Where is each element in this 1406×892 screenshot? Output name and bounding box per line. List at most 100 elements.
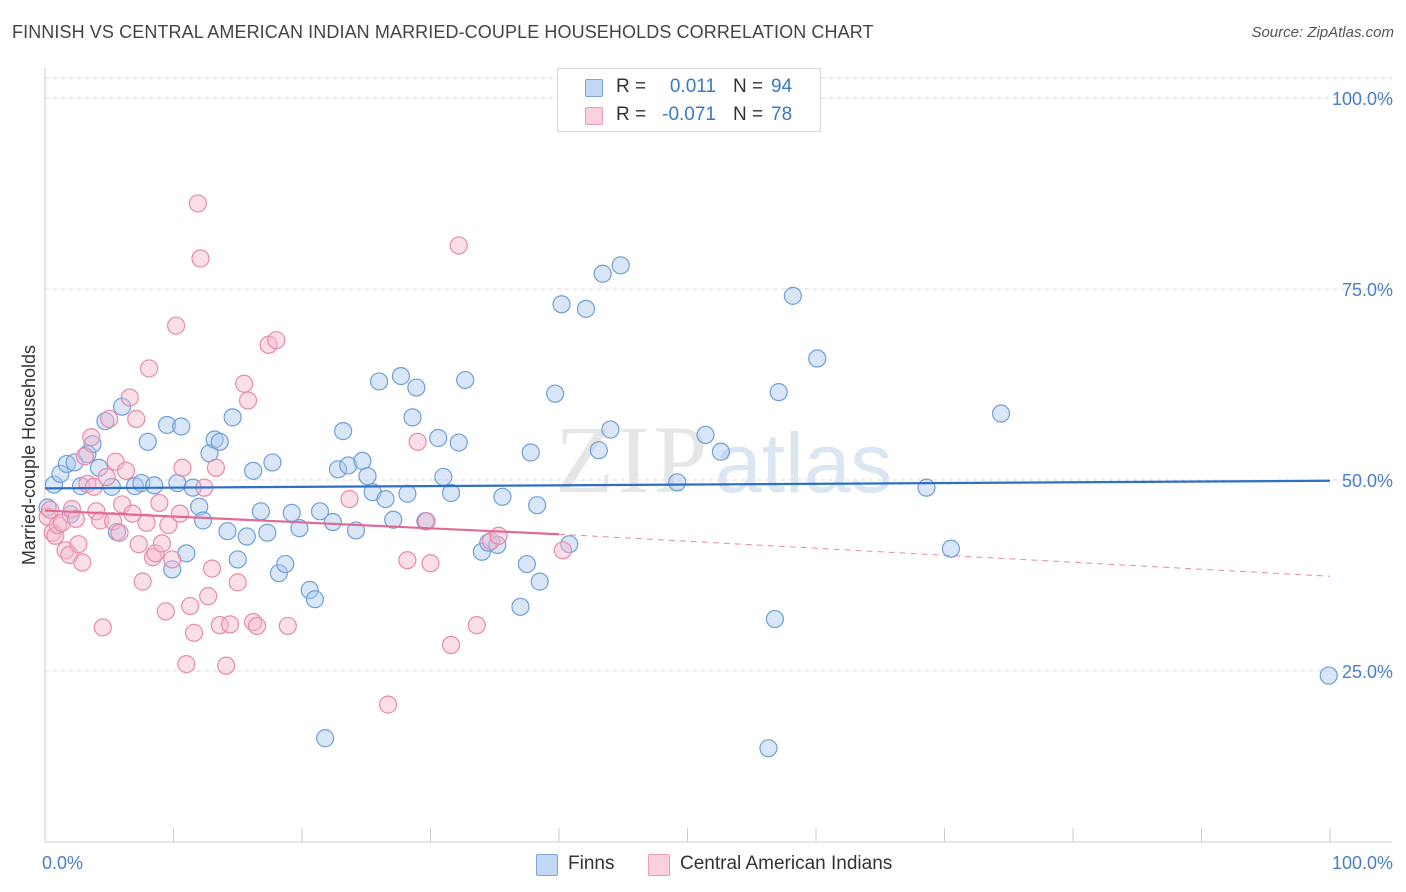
cai-point xyxy=(146,544,165,563)
finns-point xyxy=(1319,666,1338,685)
finns-point xyxy=(759,739,778,758)
legend-n-value: 94 xyxy=(771,76,793,97)
finns-point xyxy=(310,502,330,521)
gridlines xyxy=(45,77,1392,672)
finns-point xyxy=(546,384,565,403)
cai-point xyxy=(177,655,196,674)
finns-point xyxy=(449,433,468,452)
finns-point xyxy=(358,467,377,486)
y-tick-label: 25.0% xyxy=(1342,662,1393,682)
legend-r-label: R = xyxy=(616,76,647,97)
cai-point xyxy=(150,493,169,513)
cai-point xyxy=(129,535,148,554)
finns-point xyxy=(282,503,301,522)
cai-point xyxy=(247,616,267,636)
legend-n-label: N = xyxy=(733,76,764,97)
cai-point xyxy=(228,573,247,592)
cai-legend-label: Central American Indians xyxy=(680,853,893,874)
cai-point xyxy=(110,523,129,542)
finns-point xyxy=(65,453,84,472)
finns-point xyxy=(376,490,395,509)
finns-point xyxy=(384,510,403,529)
finns-point xyxy=(290,519,309,538)
cai-point xyxy=(127,409,146,428)
y-axis-label: Married-couple Households xyxy=(19,345,39,565)
y-tick-label: 75.0% xyxy=(1342,280,1393,300)
finns-point xyxy=(576,299,596,318)
cai-point xyxy=(398,551,417,570)
legend-r-value: 0.011 xyxy=(669,76,716,97)
finns-point xyxy=(593,264,612,283)
finns-point xyxy=(145,476,164,495)
finns-point xyxy=(157,415,177,435)
finns-point xyxy=(493,487,512,506)
cai-point xyxy=(173,458,192,477)
cai-point xyxy=(206,458,226,477)
finns-point xyxy=(353,451,372,470)
cai-point xyxy=(202,559,222,578)
cai-point xyxy=(69,535,88,554)
finns-point xyxy=(258,523,277,542)
cai-point xyxy=(133,572,152,591)
cai-point xyxy=(93,618,112,637)
cai-point xyxy=(199,587,218,606)
finns-point xyxy=(589,441,608,460)
legend-row-cai: R = -0.071 N = 78 xyxy=(558,101,820,129)
chart-title: FINNISH VS CENTRAL AMERICAN INDIAN MARRI… xyxy=(12,22,874,42)
data-points xyxy=(38,194,1338,758)
cai-point xyxy=(184,623,204,642)
finns-point xyxy=(517,554,536,574)
cai-point xyxy=(66,509,85,529)
cai-point xyxy=(112,495,132,514)
finns-point xyxy=(163,560,182,579)
finns-point xyxy=(601,420,620,439)
finns-point xyxy=(398,484,417,503)
cai-point xyxy=(553,541,572,560)
cai-point xyxy=(181,596,200,616)
cai-point xyxy=(170,504,190,523)
cai-point xyxy=(84,477,103,496)
x-tick-label: 100.0% xyxy=(1332,853,1393,873)
cai-point xyxy=(116,461,136,480)
finns-swatch xyxy=(585,79,603,97)
finns-point xyxy=(210,432,229,451)
stats-legend: R = 0.011 N = 94 R = -0.071 N = 78 xyxy=(557,68,821,132)
finns-point xyxy=(193,511,213,530)
finns-trend-line xyxy=(44,479,1331,490)
cai-point xyxy=(408,432,427,451)
cai-point xyxy=(91,511,110,530)
cai-point xyxy=(137,513,156,532)
finns-point xyxy=(456,370,475,390)
finns-point xyxy=(511,597,530,616)
cai-point xyxy=(267,331,286,350)
finns-point xyxy=(808,349,827,368)
finns-point xyxy=(917,478,936,497)
cai-point xyxy=(166,316,186,335)
finns-point xyxy=(218,522,237,541)
cai-point xyxy=(217,656,236,675)
cai-point xyxy=(152,534,172,553)
finns-point xyxy=(228,550,247,569)
cai-swatch xyxy=(585,107,603,125)
finns-point xyxy=(991,404,1011,423)
finns-point xyxy=(305,590,324,609)
finns-point xyxy=(530,572,549,591)
finns-point xyxy=(765,609,784,629)
finns-point xyxy=(244,461,263,480)
finns-point xyxy=(339,456,358,475)
finns-point xyxy=(237,527,256,546)
finns-point xyxy=(276,554,295,574)
cai-point xyxy=(139,359,159,378)
finns-point xyxy=(251,502,270,521)
finns-point xyxy=(328,460,348,479)
y-tick-label: 100.0% xyxy=(1332,89,1393,109)
finns-point xyxy=(521,443,540,462)
watermark-zip: ZIP xyxy=(555,406,711,513)
finns-point xyxy=(552,295,571,314)
cai-point xyxy=(449,236,468,255)
watermark: ZIP atlas xyxy=(555,406,892,513)
finns-point xyxy=(429,428,448,448)
finns-point xyxy=(434,467,453,487)
cai-point xyxy=(467,616,486,635)
